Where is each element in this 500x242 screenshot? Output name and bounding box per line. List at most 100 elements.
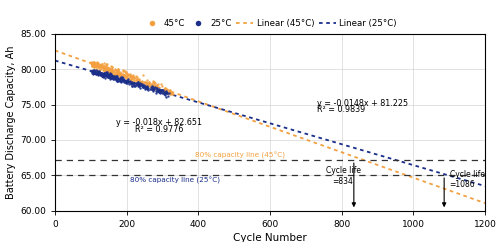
Point	[92, 63, 100, 67]
Point	[150, 80, 158, 84]
Y-axis label: Battery Discharge Capacity, Ah: Battery Discharge Capacity, Ah	[6, 45, 16, 199]
Point	[106, 73, 114, 77]
Point	[107, 76, 115, 80]
Point	[92, 71, 100, 75]
Point	[120, 73, 128, 77]
Point	[103, 74, 111, 77]
Point	[126, 80, 134, 84]
Point	[88, 60, 96, 64]
Point	[154, 89, 162, 93]
Point	[93, 61, 101, 65]
Point	[162, 90, 170, 93]
Point	[160, 87, 168, 91]
Point	[96, 71, 104, 75]
Point	[100, 73, 108, 77]
Point	[90, 60, 98, 64]
Point	[124, 73, 132, 77]
Point	[98, 73, 106, 77]
Point	[104, 74, 112, 77]
Point	[162, 95, 170, 99]
Point	[102, 64, 110, 68]
Point	[99, 73, 107, 77]
Text: Cycle life
=1086: Cycle life =1086	[450, 170, 484, 189]
Point	[122, 80, 130, 84]
Point	[104, 70, 112, 74]
Point	[94, 60, 102, 64]
Point	[114, 79, 122, 83]
Point	[134, 78, 141, 82]
Point	[134, 79, 141, 83]
Point	[124, 77, 132, 81]
Text: y = -0.018x + 82.651: y = -0.018x + 82.651	[116, 118, 202, 127]
Point	[164, 91, 172, 95]
Point	[144, 86, 152, 90]
Point	[102, 68, 110, 72]
Point	[88, 61, 96, 65]
Point	[88, 62, 96, 66]
Point	[129, 75, 137, 79]
Point	[100, 64, 108, 68]
Point	[98, 74, 106, 78]
Point	[136, 83, 143, 86]
Point	[144, 82, 152, 86]
Point	[138, 79, 146, 83]
Point	[100, 68, 108, 71]
Point	[106, 70, 114, 74]
Point	[165, 89, 173, 92]
Point	[142, 85, 150, 89]
Point	[158, 88, 166, 92]
Point	[144, 88, 152, 92]
Point	[100, 61, 108, 65]
Point	[88, 69, 96, 73]
Point	[148, 84, 156, 88]
Point	[98, 65, 106, 69]
Point	[88, 69, 96, 73]
Point	[161, 91, 169, 95]
Point	[102, 73, 110, 77]
Point	[104, 74, 112, 78]
Point	[105, 75, 113, 79]
Point	[112, 74, 120, 78]
Point	[134, 81, 142, 84]
Point	[110, 72, 118, 76]
Point	[94, 65, 102, 69]
Point	[142, 86, 150, 90]
Point	[148, 86, 156, 90]
Point	[94, 72, 102, 76]
Point	[90, 68, 98, 72]
Point	[122, 69, 130, 73]
Point	[104, 66, 112, 70]
Point	[116, 75, 124, 79]
Point	[102, 73, 110, 77]
Point	[130, 81, 138, 85]
Point	[104, 75, 112, 79]
Point	[107, 71, 115, 75]
Point	[136, 79, 143, 83]
Point	[102, 76, 110, 80]
Point	[154, 88, 162, 92]
Point	[158, 89, 166, 93]
Point	[109, 77, 117, 81]
Point	[160, 89, 168, 93]
Point	[122, 71, 130, 75]
Point	[158, 88, 166, 92]
Point	[114, 69, 122, 73]
Point	[112, 76, 120, 80]
Point	[136, 81, 144, 85]
Point	[97, 71, 105, 75]
Point	[106, 71, 114, 75]
Point	[108, 70, 116, 74]
Point	[127, 77, 135, 81]
Point	[144, 86, 152, 90]
Point	[108, 69, 116, 73]
Point	[137, 80, 145, 84]
Point	[155, 90, 163, 94]
Point	[126, 79, 134, 83]
Point	[90, 67, 98, 71]
Point	[158, 88, 166, 92]
Point	[88, 62, 96, 66]
Point	[164, 88, 172, 92]
Point	[158, 90, 166, 94]
Point	[134, 75, 141, 78]
Point	[95, 70, 103, 74]
